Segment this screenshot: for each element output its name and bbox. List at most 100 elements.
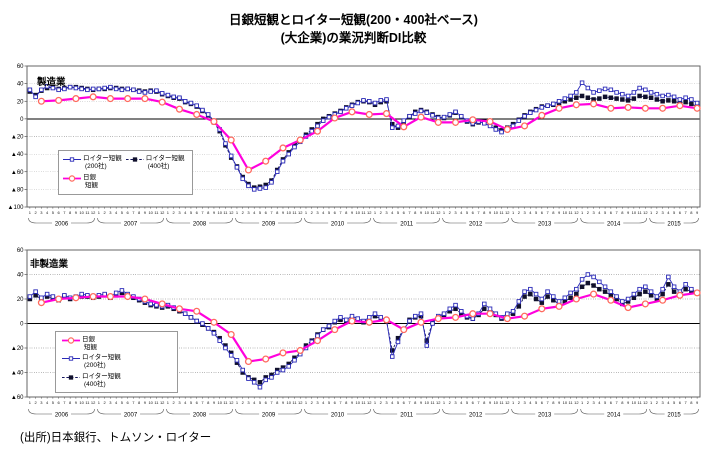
svg-text:7: 7 (132, 400, 135, 405)
svg-text:12: 12 (298, 400, 303, 405)
svg-text:5: 5 (52, 400, 55, 405)
svg-text:6: 6 (127, 210, 130, 215)
svg-text:5: 5 (466, 400, 469, 405)
svg-text:2: 2 (449, 400, 452, 405)
svg-text:11: 11 (499, 400, 504, 405)
svg-text:3: 3 (109, 210, 112, 215)
series-boj (37, 93, 701, 174)
svg-text:3: 3 (592, 400, 595, 405)
svg-text:8: 8 (552, 400, 555, 405)
svg-text:0: 0 (20, 322, 24, 328)
svg-text:6: 6 (679, 400, 682, 405)
svg-text:7: 7 (63, 400, 66, 405)
x-axis-months: 1 2 3 4 5 6 7 8 9 10 11 12 1 2 3 4 5 6 7 8 9 10 11 12 1 2 3 4 5 6 7 8 9 1… (29, 207, 699, 215)
legend-item-reuters200: ロイター短観 (200社) (62, 354, 174, 370)
svg-text:7: 7 (63, 210, 66, 215)
year-label: 2008 (193, 413, 207, 419)
svg-text:5: 5 (673, 210, 676, 215)
svg-text:1: 1 (29, 400, 32, 405)
svg-text:6: 6 (403, 400, 406, 405)
svg-text:9: 9 (144, 210, 147, 215)
boj-line-marker-icon (62, 337, 80, 344)
svg-text:3: 3 (178, 400, 181, 405)
legend-item-boj: 日銀 短観 (62, 336, 174, 352)
svg-text:5: 5 (121, 400, 124, 405)
svg-text:7: 7 (615, 210, 618, 215)
svg-text:9: 9 (489, 400, 492, 405)
svg-text:3: 3 (40, 400, 43, 405)
svg-text:11: 11 (568, 400, 573, 405)
svg-text:▲40: ▲40 (11, 152, 24, 158)
svg-text:9: 9 (213, 400, 216, 405)
svg-text:11: 11 (85, 210, 90, 215)
svg-text:1: 1 (374, 210, 377, 215)
svg-text:6: 6 (58, 400, 61, 405)
year-label: 2006 (55, 222, 69, 228)
svg-text:10: 10 (79, 400, 84, 405)
legend-item-reuters200: ロイター短観 (200社) (63, 155, 122, 171)
svg-text:1: 1 (305, 210, 308, 215)
svg-text:1: 1 (167, 210, 170, 215)
year-label: 2009 (262, 222, 276, 228)
svg-text:8: 8 (414, 400, 417, 405)
svg-text:5: 5 (466, 210, 469, 215)
svg-text:▲40: ▲40 (11, 371, 24, 377)
svg-text:10: 10 (286, 210, 291, 215)
svg-text:11: 11 (223, 210, 228, 215)
svg-text:8: 8 (207, 210, 210, 215)
svg-text:5: 5 (604, 400, 607, 405)
svg-text:2: 2 (242, 210, 245, 215)
svg-text:1: 1 (29, 210, 32, 215)
svg-text:7: 7 (270, 210, 273, 215)
svg-text:4: 4 (460, 400, 463, 405)
svg-text:3: 3 (316, 210, 319, 215)
svg-text:4: 4 (391, 400, 394, 405)
legend-item-boj: 日銀 短観 (63, 174, 98, 190)
svg-text:8: 8 (69, 400, 72, 405)
x-axis-years: 2006 2007 2008 2009 2010 2011 2012 2013 2014 2015 (28, 217, 699, 228)
svg-text:9: 9 (627, 400, 630, 405)
svg-text:▲60: ▲60 (11, 170, 24, 176)
svg-text:11: 11 (361, 210, 366, 215)
svg-text:12: 12 (505, 400, 510, 405)
year-label: 2007 (124, 413, 138, 419)
svg-text:6: 6 (610, 210, 613, 215)
svg-text:11: 11 (638, 210, 643, 215)
svg-text:7: 7 (615, 400, 618, 405)
svg-text:10: 10 (632, 210, 637, 215)
svg-text:10: 10 (425, 400, 430, 405)
svg-text:5: 5 (535, 210, 538, 215)
svg-text:12: 12 (574, 400, 579, 405)
svg-text:8: 8 (345, 400, 348, 405)
year-label: 2011 (400, 222, 414, 228)
svg-text:9: 9 (213, 210, 216, 215)
svg-text:3: 3 (592, 210, 595, 215)
svg-text:7: 7 (339, 400, 342, 405)
svg-text:1: 1 (236, 400, 239, 405)
svg-text:11: 11 (85, 400, 90, 405)
year-label: 2009 (262, 413, 276, 419)
svg-text:6: 6 (334, 400, 337, 405)
svg-text:3: 3 (178, 210, 181, 215)
svg-text:8: 8 (345, 210, 348, 215)
svg-text:12: 12 (367, 210, 372, 215)
svg-text:5: 5 (328, 210, 331, 215)
svg-text:11: 11 (430, 210, 435, 215)
year-label: 2012 (469, 222, 483, 228)
manufacturing-legend: ロイター短観 (200社) ロイター短観 (400社) 日銀 短観 (58, 150, 193, 195)
legend-item-reuters400: ロイター短観 (400社) (62, 373, 174, 389)
svg-text:1: 1 (512, 210, 515, 215)
svg-text:4: 4 (46, 210, 49, 215)
svg-text:9: 9 (420, 400, 423, 405)
svg-text:7: 7 (408, 400, 411, 405)
svg-text:8: 8 (483, 400, 486, 405)
x-axis-months: 1 2 3 4 5 6 7 8 9 10 11 12 1 2 3 4 5 6 7 8 9 10 11 12 1 2 3 4 5 6 7 8 9 1… (29, 397, 699, 405)
svg-text:9: 9 (351, 400, 354, 405)
svg-text:5: 5 (604, 210, 607, 215)
svg-text:10: 10 (494, 400, 499, 405)
svg-text:12: 12 (229, 210, 234, 215)
svg-text:2: 2 (518, 400, 521, 405)
svg-text:1: 1 (374, 400, 377, 405)
year-label: 2008 (193, 222, 207, 228)
